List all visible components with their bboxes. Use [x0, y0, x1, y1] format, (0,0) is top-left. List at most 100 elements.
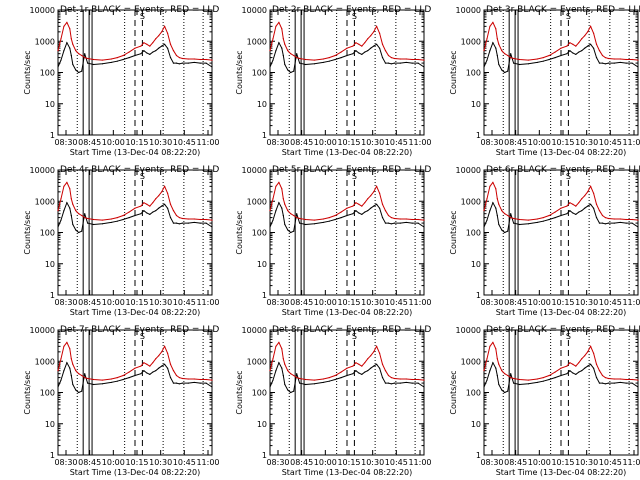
y-axis-label: Counts/sec [23, 370, 32, 414]
events-point [304, 383, 307, 386]
y-tick-label: 1000 [461, 357, 481, 366]
lld-point [155, 198, 157, 200]
events-point [578, 371, 580, 373]
x-tick-label: 10:15 [337, 138, 360, 147]
x-tick-label: 10:00 [102, 458, 125, 467]
events-point [70, 214, 72, 217]
lld-point [584, 35, 586, 37]
events-point [78, 71, 80, 74]
events-point [569, 50, 571, 52]
events-point [575, 213, 577, 215]
events-point [489, 50, 491, 52]
x-tick-label: 08:45 [78, 458, 101, 467]
lld-point [625, 378, 627, 381]
lld-point [578, 362, 580, 364]
events-point [143, 50, 145, 52]
events-point [87, 222, 89, 224]
x-tick-label: 10:30 [361, 138, 384, 147]
y-tick-label: 10 [45, 420, 55, 429]
events-point [507, 230, 509, 232]
lld-point [370, 355, 372, 357]
lld-point [572, 43, 574, 45]
y-tick-label: 1000 [247, 197, 267, 206]
lld-point [175, 374, 178, 377]
x-tick-label: 10:45 [173, 298, 196, 307]
lld-point [504, 213, 506, 215]
lld-point [275, 185, 277, 187]
events-point [393, 62, 395, 64]
events-point [393, 222, 395, 224]
lld-point [81, 54, 83, 57]
lld-point [489, 25, 491, 27]
lld-point [140, 45, 142, 47]
events-series-line [483, 361, 639, 394]
lld-point [211, 59, 213, 61]
lld-point [423, 219, 425, 221]
flag-label: S [140, 172, 145, 181]
x-tick-label: 10:30 [149, 458, 172, 467]
events-point [378, 47, 381, 49]
x-tick-label: 10:15 [337, 458, 360, 467]
events-point [569, 210, 571, 212]
events-point [510, 213, 512, 215]
events-point [87, 62, 89, 64]
y-axis-label: Counts/sec [449, 370, 458, 414]
lld-point [598, 50, 601, 52]
events-point [155, 370, 157, 372]
lld-point [604, 216, 607, 219]
lld-point [340, 51, 342, 53]
events-point [625, 222, 627, 224]
events-point [355, 50, 357, 52]
lld-point [78, 373, 80, 375]
x-tick-label: 10:15 [125, 298, 148, 307]
events-point [75, 69, 77, 71]
y-tick-label: 100 [40, 69, 55, 78]
events-point [358, 52, 360, 54]
events-point [169, 376, 172, 379]
events-point [417, 62, 419, 64]
lld-point [110, 218, 112, 220]
events-point [122, 378, 124, 381]
events-point [411, 62, 413, 64]
lld-point [66, 181, 68, 184]
lld-point [358, 43, 360, 45]
events-point [340, 56, 342, 59]
events-point [486, 219, 488, 221]
events-point [284, 383, 286, 386]
y-tick-label: 1000 [247, 357, 267, 366]
lld-point [70, 198, 72, 200]
events-point [492, 202, 494, 204]
x-tick-label: 10:15 [551, 138, 574, 147]
lld-point [575, 365, 577, 367]
lld-point [143, 362, 145, 364]
events-point [272, 379, 274, 381]
lld-point [489, 185, 491, 187]
lld-point [134, 367, 136, 369]
y-tick-label: 1 [50, 291, 55, 300]
events-point [75, 389, 77, 391]
events-point [175, 62, 178, 64]
events-point [146, 212, 148, 214]
events-point [110, 61, 112, 64]
events-point [281, 367, 283, 369]
lld-point [548, 374, 550, 377]
lld-point [149, 45, 151, 47]
flag-label: S [352, 332, 357, 341]
events-point [355, 370, 357, 372]
events-point [313, 63, 316, 65]
lld-point [193, 58, 195, 60]
events-point [566, 53, 568, 55]
lld-point [373, 191, 375, 193]
lld-point [504, 373, 506, 375]
x-axis-label: Start Time (13-Dec-04 08:22:20) [70, 148, 201, 157]
events-point [272, 219, 274, 221]
events-point [70, 374, 72, 377]
lld-point [378, 32, 381, 34]
events-point [293, 230, 295, 232]
events-point [169, 56, 172, 59]
events-point [166, 47, 169, 49]
events-point [211, 386, 213, 388]
events-point [66, 42, 68, 44]
events-point [584, 207, 586, 209]
x-tick-label: 10:45 [385, 458, 408, 467]
